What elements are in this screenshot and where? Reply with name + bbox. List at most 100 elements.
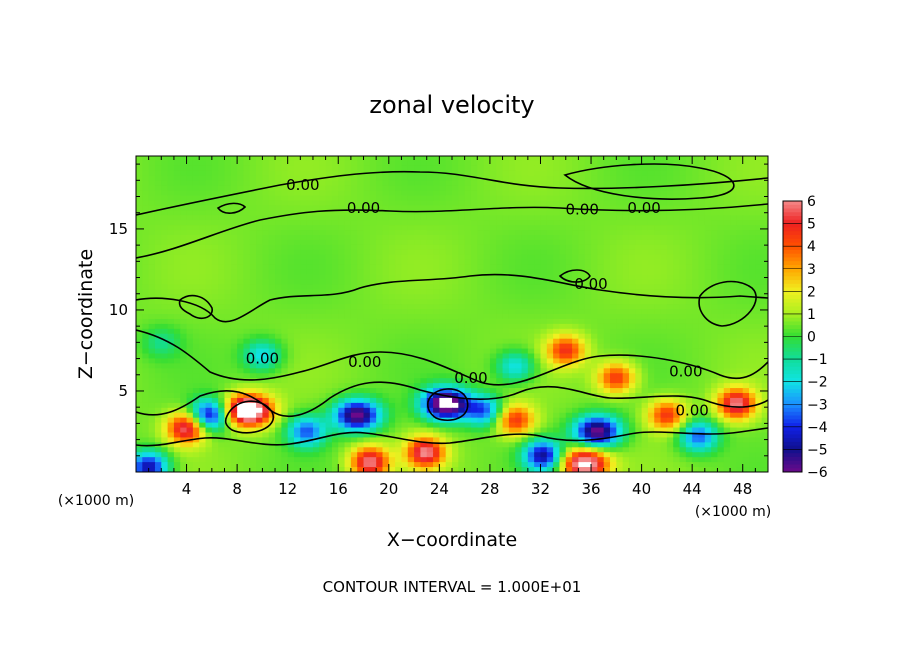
heatmap-cell [136, 363, 143, 369]
heatmap-cell [647, 333, 655, 340]
heatmap-cell [761, 284, 768, 290]
heatmap-cell [647, 205, 655, 211]
heatmap-cell [698, 200, 706, 206]
heatmap-cell [294, 333, 301, 340]
heatmap-cell [660, 230, 668, 236]
heatmap-cell [294, 304, 301, 310]
heatmap-cell [154, 328, 162, 335]
heatmap-cell [388, 318, 396, 325]
heatmap-cell [142, 368, 150, 374]
heatmap-cell [698, 264, 706, 271]
heatmap-cell [685, 279, 693, 285]
heatmap-cell [420, 353, 428, 360]
heatmap-cell [439, 165, 447, 172]
heatmap-cell [382, 195, 390, 202]
heatmap-cell [407, 235, 415, 241]
heatmap-cell [559, 225, 567, 231]
heatmap-cell [736, 388, 744, 394]
heatmap-cell [711, 373, 719, 379]
heatmap-cell [584, 235, 592, 241]
heatmap-cell [489, 343, 497, 350]
heatmap-cell [553, 259, 561, 266]
heatmap-cell [692, 383, 700, 389]
heatmap-cell [388, 378, 396, 384]
heatmap-cell [319, 244, 327, 251]
heatmap-cell [452, 378, 459, 384]
heatmap-cell [407, 165, 415, 172]
heatmap-cell [287, 309, 295, 315]
heatmap-cell [483, 343, 491, 350]
heatmap-cell [647, 274, 655, 281]
heatmap-cell [319, 230, 327, 236]
heatmap-cell [635, 274, 643, 281]
heatmap-cell [755, 235, 763, 241]
heatmap-cell [755, 393, 763, 399]
heatmap-cell [635, 220, 643, 226]
heatmap-cell [635, 328, 643, 335]
heatmap-cell [553, 180, 561, 187]
heatmap-cell [616, 230, 624, 236]
heatmap-cell [458, 279, 466, 285]
heatmap-cell [458, 378, 466, 384]
heatmap-cell [199, 175, 207, 182]
heatmap-cell [262, 156, 270, 162]
heatmap-cell [597, 299, 605, 305]
heatmap-cell [414, 333, 421, 340]
heatmap-cell [262, 230, 270, 236]
heatmap-cell [452, 309, 459, 315]
heatmap-cell [294, 215, 301, 221]
heatmap-cell [230, 323, 238, 330]
heatmap-cell [350, 269, 358, 276]
heatmap-cell [281, 249, 289, 256]
heatmap-cell [502, 160, 510, 167]
heatmap-cell [477, 249, 485, 256]
heatmap-cell [230, 343, 238, 350]
heatmap-cell [736, 378, 744, 384]
heatmap-cell [534, 215, 542, 221]
heatmap-cell [591, 358, 598, 364]
heatmap-cell [483, 338, 491, 345]
heatmap-cell [167, 210, 175, 216]
heatmap-cell [698, 160, 706, 167]
heatmap-cell [591, 215, 598, 221]
heatmap-cell [477, 195, 485, 202]
heatmap-cell [635, 156, 643, 162]
heatmap-cell [243, 156, 251, 162]
heatmap-cell [180, 230, 188, 236]
heatmap-cell [515, 200, 523, 206]
heatmap-cell [319, 156, 327, 162]
heatmap-cell [180, 397, 188, 404]
heatmap-cell [395, 264, 403, 271]
heatmap-cell [755, 373, 763, 379]
heatmap-cell [376, 249, 384, 256]
heatmap-cell [673, 269, 681, 276]
heatmap-cell [730, 175, 737, 182]
heatmap-cell [249, 170, 257, 177]
heatmap-cell [401, 373, 409, 379]
heatmap-cell [306, 180, 314, 187]
heatmap-cell [685, 299, 693, 305]
heatmap-cell [679, 368, 687, 374]
heatmap-cell [268, 393, 276, 399]
heatmap-cell [654, 156, 662, 162]
heatmap-cell [470, 304, 478, 310]
heatmap-cell [616, 348, 624, 355]
heatmap-cell [433, 363, 440, 369]
heatmap-cell [268, 195, 276, 202]
heatmap-cell [666, 274, 674, 281]
heatmap-cell [148, 210, 156, 216]
heatmap-cell [192, 323, 200, 330]
heatmap-cell [306, 244, 314, 251]
heatmap-cell [382, 264, 390, 271]
heatmap-cell [148, 185, 156, 192]
heatmap-cell [154, 363, 162, 369]
heatmap-cell [730, 289, 737, 295]
heatmap-cell [692, 165, 700, 172]
heatmap-cell [483, 348, 491, 355]
heatmap-cell [426, 225, 434, 231]
heatmap-cell [186, 323, 194, 330]
heatmap-cell [148, 363, 156, 369]
heatmap-cell [521, 195, 529, 202]
heatmap-cell [559, 333, 567, 340]
heatmap-cell [660, 239, 668, 246]
